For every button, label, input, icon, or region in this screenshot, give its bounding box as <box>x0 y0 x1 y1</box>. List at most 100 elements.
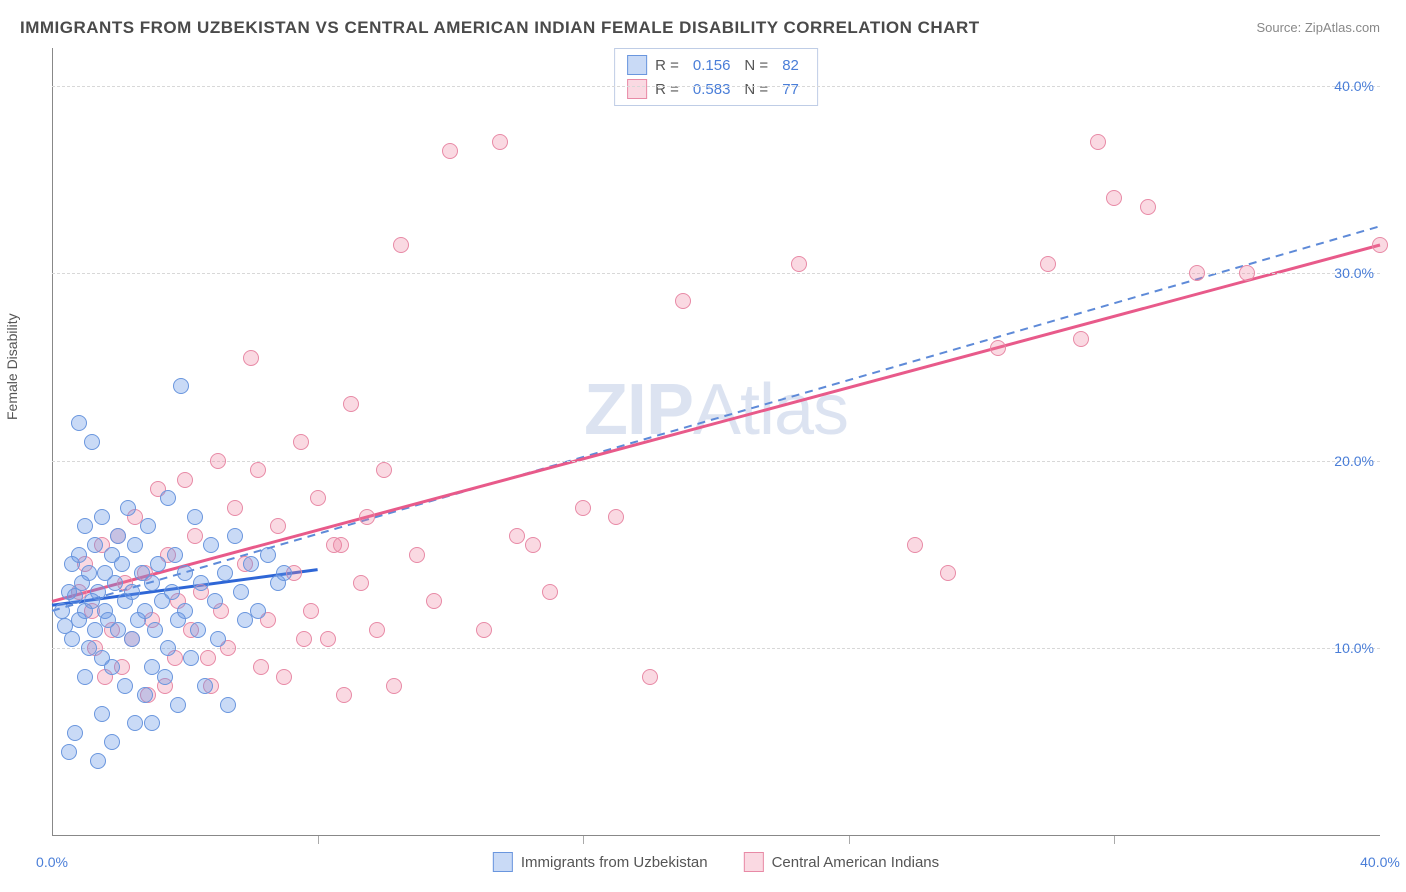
scatter-point-series1 <box>137 603 153 619</box>
x-tick-label: 40.0% <box>1360 854 1400 870</box>
source-label: Source: ZipAtlas.com <box>1256 20 1380 35</box>
scatter-point-series2 <box>336 687 352 703</box>
legend-series: Immigrants from Uzbekistan Central Ameri… <box>493 852 939 872</box>
x-tick-label: 0.0% <box>36 854 68 870</box>
legend-stats-row: R = 0.583 N = 77 <box>627 77 805 101</box>
r-label: R = <box>655 57 679 74</box>
scatter-point-series1 <box>84 434 100 450</box>
scatter-point-series2 <box>320 631 336 647</box>
scatter-point-series2 <box>177 472 193 488</box>
scatter-point-series2 <box>200 650 216 666</box>
scatter-point-series1 <box>61 744 77 760</box>
scatter-point-series1 <box>107 575 123 591</box>
legend-stats-row: R = 0.156 N = 82 <box>627 53 805 77</box>
scatter-point-series1 <box>120 500 136 516</box>
scatter-point-series2 <box>1372 237 1388 253</box>
scatter-point-series2 <box>243 350 259 366</box>
scatter-point-series2 <box>250 462 266 478</box>
scatter-point-series1 <box>207 593 223 609</box>
y-gridline <box>52 648 1380 649</box>
scatter-point-series2 <box>310 490 326 506</box>
scatter-point-series2 <box>187 528 203 544</box>
legend-series-label: Immigrants from Uzbekistan <box>521 854 708 871</box>
scatter-point-series2 <box>542 584 558 600</box>
scatter-point-series2 <box>791 256 807 272</box>
scatter-point-series2 <box>1090 134 1106 150</box>
scatter-point-series2 <box>253 659 269 675</box>
scatter-point-series2 <box>369 622 385 638</box>
legend-stats: R = 0.156 N = 82 R = 0.583 N = 77 <box>614 48 818 106</box>
scatter-point-series2 <box>393 237 409 253</box>
scatter-point-series1 <box>104 734 120 750</box>
y-gridline <box>52 461 1380 462</box>
x-minor-tick <box>1114 836 1115 844</box>
r-value: 0.156 <box>687 57 737 74</box>
scatter-point-series1 <box>167 547 183 563</box>
x-minor-tick <box>849 836 850 844</box>
scatter-point-series1 <box>67 725 83 741</box>
scatter-point-series1 <box>173 378 189 394</box>
x-minor-tick <box>583 836 584 844</box>
scatter-point-series1 <box>243 556 259 572</box>
scatter-point-series2 <box>1106 190 1122 206</box>
scatter-point-series2 <box>1189 265 1205 281</box>
y-tick-label: 20.0% <box>1334 453 1374 469</box>
scatter-point-series1 <box>90 753 106 769</box>
scatter-point-series1 <box>157 669 173 685</box>
scatter-point-series1 <box>54 603 70 619</box>
scatter-point-series2 <box>442 143 458 159</box>
scatter-point-series1 <box>193 575 209 591</box>
scatter-point-series1 <box>140 518 156 534</box>
scatter-point-series2 <box>293 434 309 450</box>
scatter-point-series1 <box>71 547 87 563</box>
scatter-point-series2 <box>608 509 624 525</box>
trend-svg <box>52 48 1380 836</box>
y-gridline <box>52 86 1380 87</box>
n-value: 82 <box>776 57 805 74</box>
scatter-point-series2 <box>1040 256 1056 272</box>
scatter-point-series1 <box>124 631 140 647</box>
scatter-point-series2 <box>907 537 923 553</box>
x-minor-tick <box>318 836 319 844</box>
n-label: N = <box>744 81 768 98</box>
scatter-point-series1 <box>71 415 87 431</box>
y-tick-label: 40.0% <box>1334 78 1374 94</box>
scatter-point-series1 <box>250 603 266 619</box>
scatter-point-series2 <box>276 669 292 685</box>
scatter-point-series1 <box>183 650 199 666</box>
scatter-point-series1 <box>160 490 176 506</box>
scatter-point-series1 <box>77 669 93 685</box>
scatter-point-series2 <box>575 500 591 516</box>
scatter-point-series1 <box>160 640 176 656</box>
n-value: 77 <box>776 81 805 98</box>
scatter-point-series1 <box>210 631 226 647</box>
scatter-point-series1 <box>117 678 133 694</box>
scatter-point-series1 <box>177 603 193 619</box>
scatter-point-series1 <box>276 565 292 581</box>
scatter-point-series2 <box>210 453 226 469</box>
scatter-point-series1 <box>114 556 130 572</box>
scatter-point-series1 <box>124 584 140 600</box>
scatter-point-series1 <box>64 631 80 647</box>
scatter-point-series2 <box>353 575 369 591</box>
y-axis-label: Female Disability <box>4 313 20 420</box>
scatter-point-series2 <box>426 593 442 609</box>
scatter-point-series1 <box>217 565 233 581</box>
scatter-point-series1 <box>164 584 180 600</box>
scatter-point-series1 <box>77 518 93 534</box>
scatter-point-series1 <box>233 584 249 600</box>
scatter-point-series1 <box>81 565 97 581</box>
scatter-point-series2 <box>386 678 402 694</box>
y-tick-label: 10.0% <box>1334 640 1374 656</box>
scatter-point-series2 <box>359 509 375 525</box>
scatter-point-series2 <box>476 622 492 638</box>
scatter-point-series2 <box>990 340 1006 356</box>
scatter-point-series2 <box>675 293 691 309</box>
scatter-point-series1 <box>94 706 110 722</box>
scatter-point-series1 <box>110 528 126 544</box>
scatter-point-series1 <box>137 687 153 703</box>
scatter-point-series1 <box>150 556 166 572</box>
scatter-point-series1 <box>260 547 276 563</box>
scatter-point-series2 <box>940 565 956 581</box>
scatter-point-series2 <box>270 518 286 534</box>
